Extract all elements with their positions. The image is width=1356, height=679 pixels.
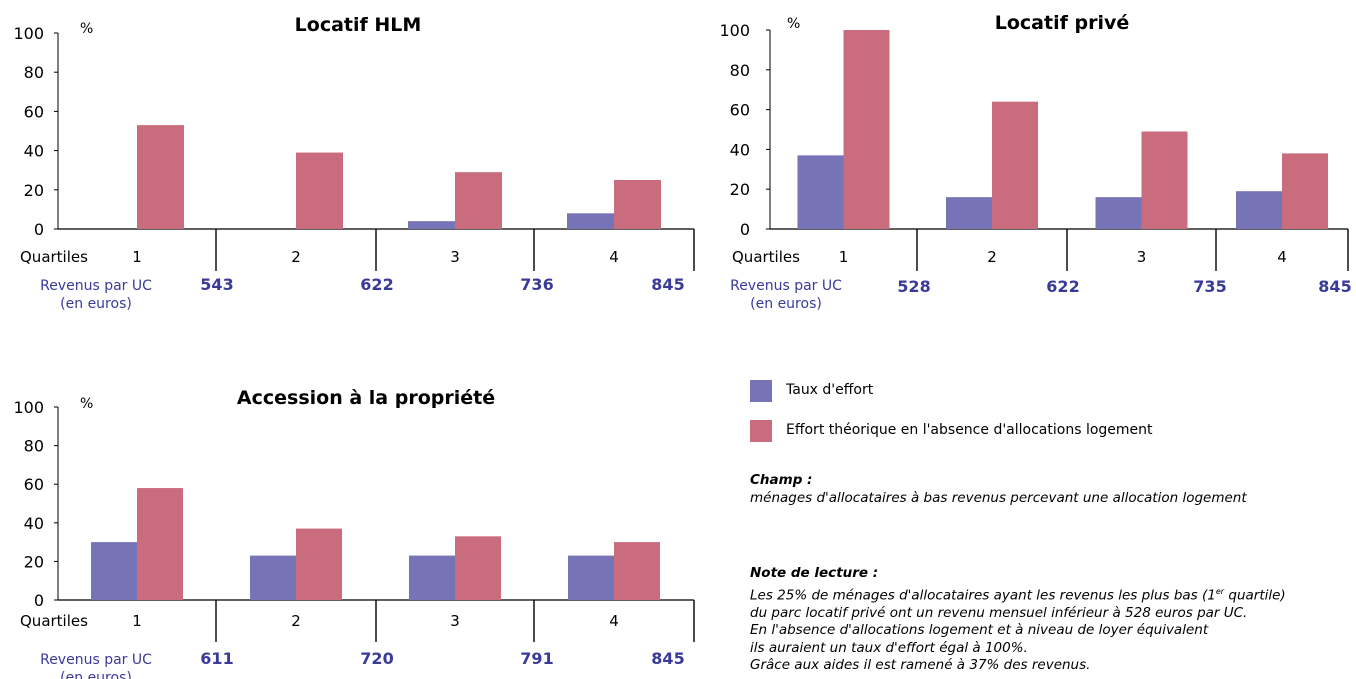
bar-effort-q4 [614,542,660,600]
revenus-unit-label: (en euros) [60,296,132,312]
revenus-label: Revenus par UC [40,652,152,668]
bar-taux-q4 [567,213,614,229]
y-tick-label: 60 [730,101,750,120]
champ-block: Champ : ménages d'allocataires à bas rev… [750,472,1247,507]
quartile-label: 4 [609,248,619,266]
y-tick-label: 20 [730,180,750,199]
y-tick-label: 0 [740,220,750,239]
bar-effort-q4 [1282,153,1328,229]
y-tick-label: 40 [730,140,750,159]
revenus-unit-label: (en euros) [60,670,132,679]
quartile-label: 1 [132,248,142,266]
y-tick-label: 0 [34,220,44,239]
quartile-label: 2 [987,248,997,266]
legend-swatch-taux [750,380,772,402]
bar-taux-q2 [250,555,296,600]
y-tick-label: 100 [13,24,44,43]
chart-title: Locatif privé [995,12,1129,34]
bar-effort-q1 [137,488,183,600]
revenus-label: Revenus par UC [40,278,152,294]
bar-effort-q1 [137,125,184,229]
note-line-4: ils auraient un taux d'effort égal à 100… [750,639,1028,656]
bar-effort-q2 [296,528,342,600]
legend-label-taux: Taux d'effort [786,382,874,398]
note-line-3: En l'absence d'allocations logement et à… [750,622,1209,638]
y-tick-label: 80 [24,63,44,82]
revenu-threshold: 845 [1318,277,1351,296]
note-line-2: du parc locatif privé ont un revenu mens… [750,604,1248,621]
bar-taux-q3 [408,221,455,229]
y-tick-label: 100 [13,398,44,417]
quartile-label: 4 [609,612,619,630]
champ-text: ménages d'allocataires à bas revenus per… [750,489,1247,506]
y-unit-label: % [787,16,800,32]
note-line-5: Grâce aux aides il est ramené à 37% des … [750,657,1091,673]
y-tick-label: 80 [730,61,750,80]
bar-taux-q1 [797,155,844,229]
quartile-label: 3 [1137,248,1147,266]
quartile-label: 1 [839,248,849,266]
revenu-threshold: 528 [897,277,930,296]
bar-effort-q3 [455,536,501,600]
chart-title: Locatif HLM [295,14,422,36]
note-title: Note de lecture : [750,565,879,581]
revenus-unit-label: (en euros) [750,296,822,312]
y-tick-label: 80 [24,437,44,456]
bar-taux-q2 [946,197,992,229]
y-unit-label: % [80,396,93,412]
y-tick-label: 0 [34,591,44,610]
bar-taux-q3 [1095,197,1142,229]
y-tick-label: 40 [24,514,44,533]
y-tick-label: 20 [24,181,44,200]
bar-effort-q2 [296,152,343,229]
bar-effort-q2 [992,101,1038,229]
quartile-label: 4 [1277,248,1287,266]
note-block: Note de lecture : Les 25% de ménages d'a… [750,565,1286,675]
revenu-threshold: 622 [1046,277,1079,296]
y-tick-label: 40 [24,142,44,161]
note-line-1-end: quartile) [1224,587,1286,603]
revenu-threshold: 845 [651,649,684,668]
x-axis-title: Quartiles [20,612,88,630]
note-line-1-sup: er [1215,586,1225,596]
bar-taux-q1 [91,542,137,600]
bar-effort-q1 [843,30,890,229]
legend-swatch-effort [750,420,772,442]
revenu-threshold: 720 [360,649,393,668]
revenu-threshold: 543 [200,275,233,294]
y-tick-label: 100 [719,21,750,40]
bar-taux-q4 [1236,191,1282,229]
revenu-threshold: 791 [520,649,553,668]
y-tick-label: 20 [24,552,44,571]
quartile-label: 1 [132,612,142,630]
champ-title: Champ : [750,472,813,488]
revenu-threshold: 611 [200,649,233,668]
y-tick-label: 60 [24,475,44,494]
revenu-threshold: 622 [360,275,393,294]
revenu-threshold: 736 [520,275,553,294]
revenus-label: Revenus par UC [730,278,842,294]
revenu-threshold: 845 [651,275,684,294]
quartile-label: 3 [450,612,460,630]
quartile-label: 3 [450,248,460,266]
y-unit-label: % [80,21,93,37]
revenu-threshold: 735 [1193,277,1226,296]
chart-title: Accession à la propriété [237,387,495,409]
legend-label-effort: Effort théorique en l'absence d'allocati… [786,422,1153,438]
bar-effort-q4 [614,180,661,229]
x-axis-title: Quartiles [732,248,800,266]
bar-effort-q3 [455,172,502,229]
bar-taux-q4 [568,555,614,600]
quartile-label: 2 [291,248,301,266]
note-line-1-text: Les 25% de ménages d'allocataires ayant … [750,587,1216,603]
note-line-1: Les 25% de ménages d'allocataires ayant … [750,583,1286,605]
bar-effort-q3 [1141,131,1188,229]
quartile-label: 2 [291,612,301,630]
y-tick-label: 60 [24,102,44,121]
bar-taux-q3 [409,555,455,600]
x-axis-title: Quartiles [20,248,88,266]
